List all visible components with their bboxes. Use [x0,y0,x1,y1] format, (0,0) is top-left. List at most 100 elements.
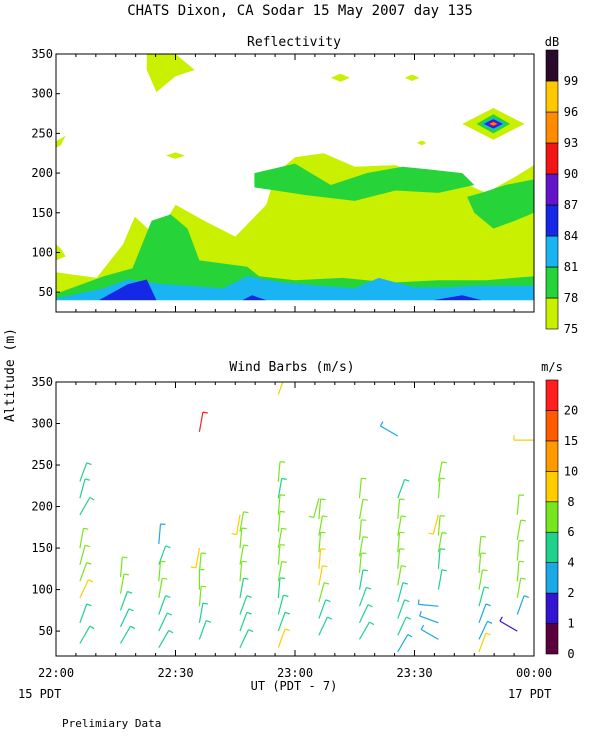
wind-barb [318,565,328,586]
refl-ytick-label: 150 [31,206,53,220]
wind-barb [277,494,286,515]
wind-barb-staff [79,603,88,624]
wind-barb-staff [158,578,163,599]
wind-barb-staff [437,515,441,536]
wind-barb-staff [397,532,401,553]
wind-barb-staff [380,425,399,437]
wind-barb-flag [165,545,171,549]
wind-barb [239,577,249,599]
wind-barb-flag [520,577,526,580]
wind-barb [478,603,491,624]
wind-barb-staff [318,616,328,636]
reflectivity-contour-75 [56,135,66,148]
refl-colorbar-swatch [545,80,559,113]
wind-colorbar-label: 6 [567,525,574,539]
wind-barb-staff [418,603,439,607]
wind-barb-flag [241,560,247,563]
wind-barb-flag [401,565,407,568]
refl-ytick-label: 100 [31,245,53,259]
wind-ytick-label: 100 [31,583,53,597]
wind-barb [158,595,171,615]
wind-barb-staff [239,528,243,549]
wind-barb-staff [478,632,487,653]
wind-barb-staff [516,519,522,540]
wind-barb [158,612,173,632]
wind-barb-flag [480,535,486,538]
refl-colorbar-label: 99 [564,74,578,88]
wind-colorbar-swatch [545,471,559,503]
wind-barb [277,594,289,615]
wind-barb [437,515,446,536]
wind-barb-staff [358,569,364,590]
wind-barb [239,544,249,565]
wind-barb-flag [84,544,91,548]
wind-barb-flag [323,582,330,585]
wind-barb-staff [437,532,443,553]
refl-colorbar-swatch [545,173,559,206]
wind-barb [79,544,91,565]
wind-barb-staff [318,515,323,536]
wind-barb [478,535,486,557]
wind-barb-staff [516,578,522,599]
wind-barb [419,610,439,624]
wind-barb-flag [362,569,368,572]
wind-colorbar-swatch [545,410,559,442]
wind-colorbar-swatch [545,379,559,411]
reflectivity-colorbar: 75 78 81 84 87 90 93 96 99 [545,49,578,336]
wind-barb-staff [198,411,204,432]
wind-barb-staff [277,382,284,395]
wind-colorbar-swatch [545,562,559,594]
wind-barb [79,561,92,582]
wind-barb-staff [478,536,482,557]
wind-barb-flag [518,494,525,496]
wind-barb-staff [420,628,439,640]
wind-barb [318,582,330,603]
refl-colorbar-label: 93 [564,136,578,150]
wind-barb-staff [277,577,281,598]
wind-barb-flag [441,569,447,572]
wind-barb-flag [441,531,447,534]
wind-barb-flag [130,625,136,630]
wind-barb [277,577,286,598]
wind-barb [79,496,95,516]
wind-barb [158,629,174,649]
wind-barb-staff [198,620,207,640]
wind-barb-flag [485,632,491,636]
wind-colorbar-label: 2 [567,586,574,600]
wind-barb-staff [397,548,401,569]
reflectivity-contour-75 [56,244,66,261]
wind-barb [198,411,208,432]
altitude-axis-label: Altitude (m) [3,328,18,422]
wind-barb-flag [160,560,166,563]
wind-barb-flag [165,595,171,598]
wind-barb [397,498,405,520]
wind-barb-staff [318,499,322,520]
wind-barb [239,629,254,648]
wind-barb-staff [277,612,286,632]
wind-ytick-label: 350 [31,375,53,389]
wind-barb [277,611,291,632]
wind-barb-flag [285,376,290,378]
wind-barb-staff [79,579,89,599]
wind-barb [318,515,328,536]
reflectivity-contour-75 [165,152,186,159]
refl-frame [55,53,535,313]
wind-panel-title: Wind Barbs (m/s) [229,360,354,375]
wind-barb-flag [202,602,208,605]
wind-barb-flag [127,590,133,594]
wind-barb [397,616,412,636]
reflectivity-contour-93 [489,122,497,126]
wind-barb [198,568,205,590]
wind-barb [437,477,446,499]
wind-barb-flag [246,595,252,598]
refl-colorbar-swatch [545,49,559,82]
wind-barb-flag [246,611,252,615]
wind-barb-staff [437,478,441,499]
wind-barb [79,603,92,624]
wind-barb-staff [478,621,489,640]
wind-barb-staff [277,478,283,499]
reflectivity-contour-84 [99,279,157,301]
wind-barb-staff [198,602,204,623]
wind-barb [397,531,405,553]
wind-barb [239,527,247,549]
